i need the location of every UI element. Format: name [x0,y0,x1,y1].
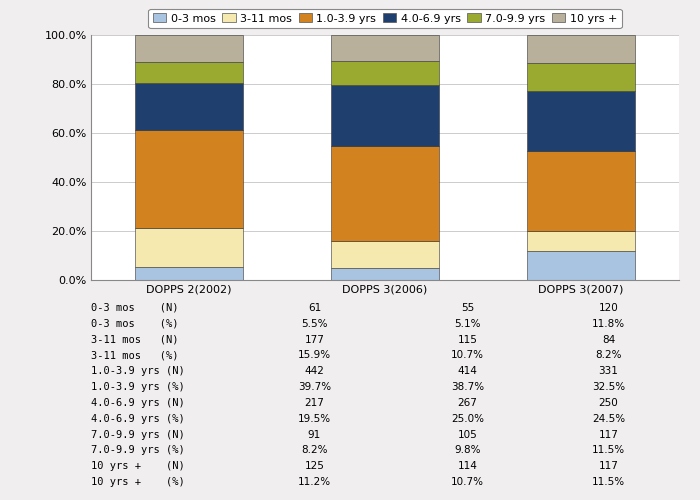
Bar [135,130,243,228]
Text: 4.0-6.9 yrs (N): 4.0-6.9 yrs (N) [91,398,185,408]
Bar [331,242,439,268]
Text: 7.0-9.9 yrs (%): 7.0-9.9 yrs (%) [91,446,185,456]
Text: 250: 250 [598,398,618,408]
Text: 331: 331 [598,366,618,376]
Text: 8.2%: 8.2% [595,350,622,360]
Text: 10 yrs +    (%): 10 yrs + (%) [91,477,185,487]
Text: 1.0-3.9 yrs (%): 1.0-3.9 yrs (%) [91,382,185,392]
Bar [331,85,439,146]
Text: 1.0-3.9 yrs (N): 1.0-3.9 yrs (N) [91,366,185,376]
Text: 24.5%: 24.5% [592,414,625,424]
Text: 61: 61 [308,303,321,313]
Bar [527,231,635,251]
Text: 11.2%: 11.2% [298,477,331,487]
Text: 414: 414 [457,366,477,376]
Text: 38.7%: 38.7% [451,382,484,392]
Text: 11.5%: 11.5% [592,446,625,456]
Text: 25.0%: 25.0% [451,414,484,424]
Text: 5.5%: 5.5% [301,319,328,329]
Text: 10.7%: 10.7% [451,350,484,360]
Text: 5.1%: 5.1% [454,319,481,329]
Text: 0-3 mos    (%): 0-3 mos (%) [91,319,178,329]
Bar [135,228,243,266]
Text: 4.0-6.9 yrs (%): 4.0-6.9 yrs (%) [91,414,185,424]
Bar [527,152,635,231]
Text: 91: 91 [308,430,321,440]
Text: 267: 267 [457,398,477,408]
Text: 11.8%: 11.8% [592,319,625,329]
Text: 32.5%: 32.5% [592,382,625,392]
Text: 55: 55 [461,303,474,313]
Text: 117: 117 [598,430,618,440]
Text: 105: 105 [457,430,477,440]
Text: 19.5%: 19.5% [298,414,331,424]
Text: 7.0-9.9 yrs (N): 7.0-9.9 yrs (N) [91,430,185,440]
Bar [527,63,635,92]
Text: 0-3 mos    (N): 0-3 mos (N) [91,303,178,313]
Bar [527,92,635,152]
Text: 120: 120 [598,303,618,313]
Bar [135,266,243,280]
Text: 10 yrs +    (N): 10 yrs + (N) [91,461,185,471]
Bar [135,82,243,130]
Text: 9.8%: 9.8% [454,446,481,456]
Bar [527,251,635,280]
Legend: 0-3 mos, 3-11 mos, 1.0-3.9 yrs, 4.0-6.9 yrs, 7.0-9.9 yrs, 10 yrs +: 0-3 mos, 3-11 mos, 1.0-3.9 yrs, 4.0-6.9 … [148,8,622,28]
Text: 442: 442 [304,366,324,376]
Text: 84: 84 [602,334,615,344]
Text: 15.9%: 15.9% [298,350,331,360]
Bar [331,61,439,85]
Text: 117: 117 [598,461,618,471]
Text: 39.7%: 39.7% [298,382,331,392]
Text: 3-11 mos   (%): 3-11 mos (%) [91,350,178,360]
Text: 3-11 mos   (N): 3-11 mos (N) [91,334,178,344]
Text: 8.2%: 8.2% [301,446,328,456]
Text: 177: 177 [304,334,324,344]
Bar [527,35,635,63]
Text: 114: 114 [457,461,477,471]
Bar [135,62,243,82]
Bar [331,35,439,61]
Text: 217: 217 [304,398,324,408]
Bar [135,35,243,62]
Text: 125: 125 [304,461,324,471]
Text: 10.7%: 10.7% [451,477,484,487]
Bar [331,146,439,242]
Bar [331,268,439,280]
Text: 115: 115 [457,334,477,344]
Text: 11.5%: 11.5% [592,477,625,487]
